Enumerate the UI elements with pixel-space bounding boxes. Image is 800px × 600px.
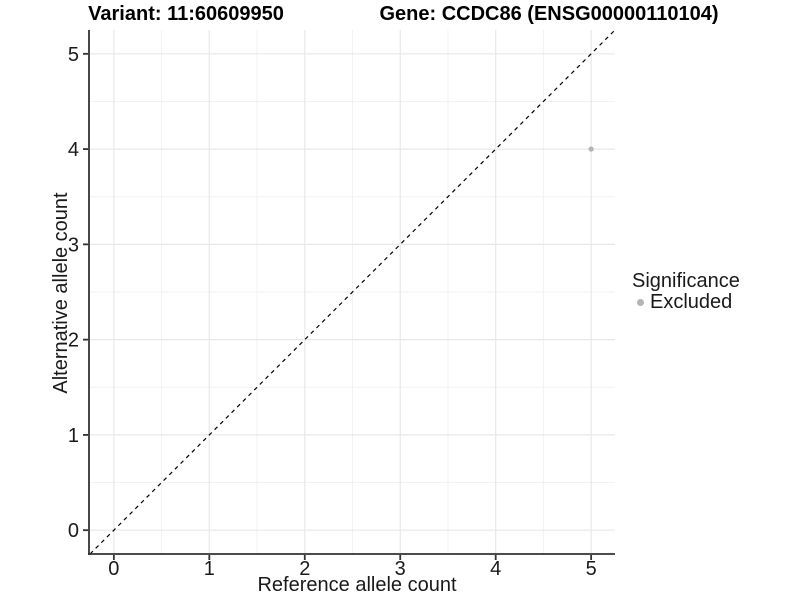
y-tick-label: 3	[68, 234, 79, 256]
legend-title: Significance	[632, 270, 740, 292]
x-tick-label: 0	[108, 558, 119, 580]
legend-key-dot	[637, 299, 644, 306]
legend-entry-excluded: Excluded	[632, 292, 740, 313]
y-tick-label: 5	[68, 44, 79, 66]
y-tick-label: 4	[68, 139, 79, 161]
legend: Significance Excluded	[632, 270, 740, 313]
x-axis-title: Reference allele count	[257, 574, 457, 596]
y-axis-title: Alternative allele count	[50, 192, 72, 394]
x-tick-label: 3	[395, 558, 406, 580]
legend-entry-label: Excluded	[650, 291, 733, 313]
data-point	[588, 146, 594, 152]
y-tick-label: 1	[68, 425, 79, 447]
y-tick-label: 0	[68, 520, 79, 542]
x-tick-label: 1	[204, 558, 215, 580]
x-tick-label: 2	[299, 558, 310, 580]
x-tick-label: 4	[490, 558, 501, 580]
x-tick-label: 5	[586, 558, 597, 580]
plot-title-gene: Gene: CCDC86 (ENSG00000110104)	[379, 3, 719, 25]
plot-title-variant: Variant: 11:60609950	[88, 3, 284, 25]
y-tick-label: 2	[68, 330, 79, 352]
